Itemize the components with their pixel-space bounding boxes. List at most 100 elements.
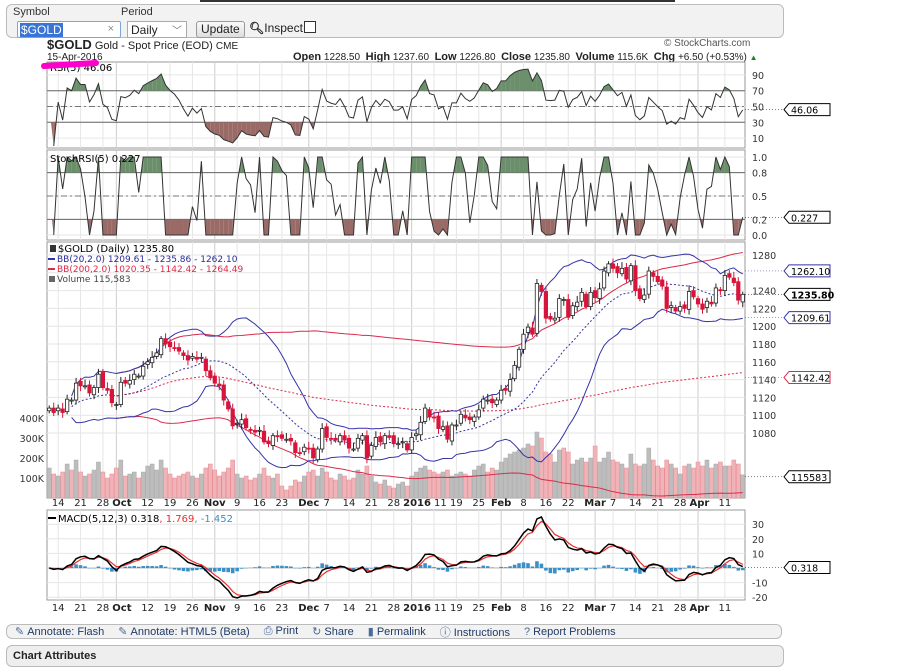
candle-body — [401, 442, 404, 443]
volume-bar — [173, 478, 177, 498]
stochrsi-overbought-fill — [515, 157, 519, 173]
share-icon: ↻ — [312, 626, 321, 638]
candle-body — [303, 447, 306, 451]
candle-body — [280, 435, 283, 439]
macd-histogram-bar — [97, 566, 101, 568]
date-axis-label: 21 — [651, 498, 664, 509]
volume-bar — [302, 476, 306, 498]
macd-histogram-bar — [302, 567, 306, 568]
candle-body — [576, 302, 579, 306]
macd-histogram-bar — [132, 566, 136, 568]
volume-bar — [87, 474, 91, 498]
date-axis-label: 16 — [253, 498, 266, 509]
macd-histogram-bar — [508, 566, 512, 568]
candle-body — [347, 438, 350, 448]
macd-histogram-bar — [307, 567, 311, 568]
volume-bar — [186, 472, 190, 498]
candle-body — [249, 429, 252, 430]
stochrsi-oversold-fill — [394, 219, 398, 235]
volume-bar — [235, 474, 239, 498]
date-axis-label: 19 — [450, 498, 463, 509]
price-tick-label: 1220 — [752, 304, 776, 315]
volume-bar — [343, 476, 347, 498]
candle-body — [432, 417, 435, 418]
candle-body — [490, 399, 493, 403]
stochrsi-oversold-fill — [107, 219, 111, 235]
date-axis-label: Mar — [584, 603, 606, 614]
date-axis-label: 22 — [562, 603, 575, 614]
candle-body — [213, 376, 216, 383]
date-axis-label: 28 — [387, 603, 400, 614]
macd-histogram-bar — [106, 568, 110, 570]
candle-body — [567, 300, 570, 318]
rsi-oversold-fill — [215, 122, 219, 135]
stochrsi-overbought-fill — [456, 157, 460, 173]
candle-body — [419, 422, 422, 434]
macd-legend-value: MACD(5,12,3) 0.318 — [58, 514, 159, 525]
volume-bar — [65, 464, 69, 498]
candle-body — [710, 302, 713, 304]
volume-bar — [445, 470, 449, 498]
macd-histogram-bar — [526, 563, 530, 568]
volume-bar — [692, 468, 696, 498]
volume-bar — [244, 476, 248, 498]
candle-body — [464, 415, 467, 418]
volume-bar — [459, 472, 463, 498]
chart-attributes-panel[interactable]: Chart Attributes — [6, 645, 784, 667]
volume-bar — [347, 480, 351, 498]
date-axis-label: 23 — [276, 498, 289, 509]
stochrsi-oversold-fill — [206, 219, 210, 235]
candle-body — [620, 268, 623, 273]
rsi-oversold-fill — [264, 122, 268, 137]
macd-histogram-bar — [669, 568, 673, 572]
annotate-bar-item[interactable]: ⎙Print — [264, 625, 298, 638]
macd-histogram-bar — [607, 565, 611, 568]
macd-histogram-bar — [562, 568, 566, 570]
volume-bar — [490, 468, 494, 498]
macd-histogram-bar — [674, 568, 678, 571]
macd-histogram-bar — [195, 568, 199, 570]
date-axis-label: 9 — [234, 498, 240, 509]
candle-body — [535, 283, 538, 333]
macd-tick-label: -10 — [752, 579, 768, 590]
candle-body — [428, 410, 431, 417]
date-axis-label: 28 — [97, 603, 110, 614]
candle-body — [289, 438, 292, 441]
annotate-bar-item[interactable]: ▮Permalink — [368, 625, 426, 638]
annotate-bar-item[interactable]: ?Report Problems — [524, 626, 616, 638]
candle-body — [361, 436, 364, 440]
volume-tick-label: 400K — [20, 414, 45, 425]
candle-body — [374, 437, 377, 446]
macd-legend-signal: , 1.769 — [159, 514, 194, 525]
macd-legend-swatch — [48, 517, 56, 519]
candle-body — [625, 267, 628, 279]
volume-bar — [383, 480, 387, 498]
volume-bar — [557, 450, 561, 498]
macd-histogram-bar — [276, 566, 280, 568]
volume-bar — [468, 476, 472, 498]
volume-bar — [141, 472, 145, 498]
macd-histogram-bar — [222, 568, 226, 572]
volume-bar — [598, 462, 602, 498]
price-tick-label: 1200 — [752, 322, 776, 333]
macd-histogram-bar — [575, 568, 579, 570]
macd-histogram-bar — [101, 568, 105, 569]
macd-histogram-bar — [155, 566, 159, 568]
candle-body — [155, 353, 158, 357]
price-tick-label: 1280 — [752, 251, 776, 262]
stochrsi-tick-label: 0.0 — [752, 231, 767, 242]
macd-histogram-bar — [289, 566, 293, 568]
candle-body — [343, 436, 346, 440]
bb20-legend: BB(20,2.0) 1209.61 - 1235.86 - 1262.10 — [57, 255, 238, 265]
candle-body — [150, 357, 153, 362]
annotate-bar-item[interactable]: ✎Annotate: HTML5 (Beta) — [118, 625, 249, 638]
volume-bar — [548, 454, 552, 498]
volume-bar — [584, 462, 588, 498]
annotate-bar-item[interactable]: ✎Annotate: Flash — [15, 625, 104, 638]
candle-body — [235, 423, 238, 424]
candle-body — [307, 448, 310, 449]
candle-body — [115, 405, 118, 406]
annotate-bar-item[interactable]: ↻Share — [312, 625, 354, 638]
